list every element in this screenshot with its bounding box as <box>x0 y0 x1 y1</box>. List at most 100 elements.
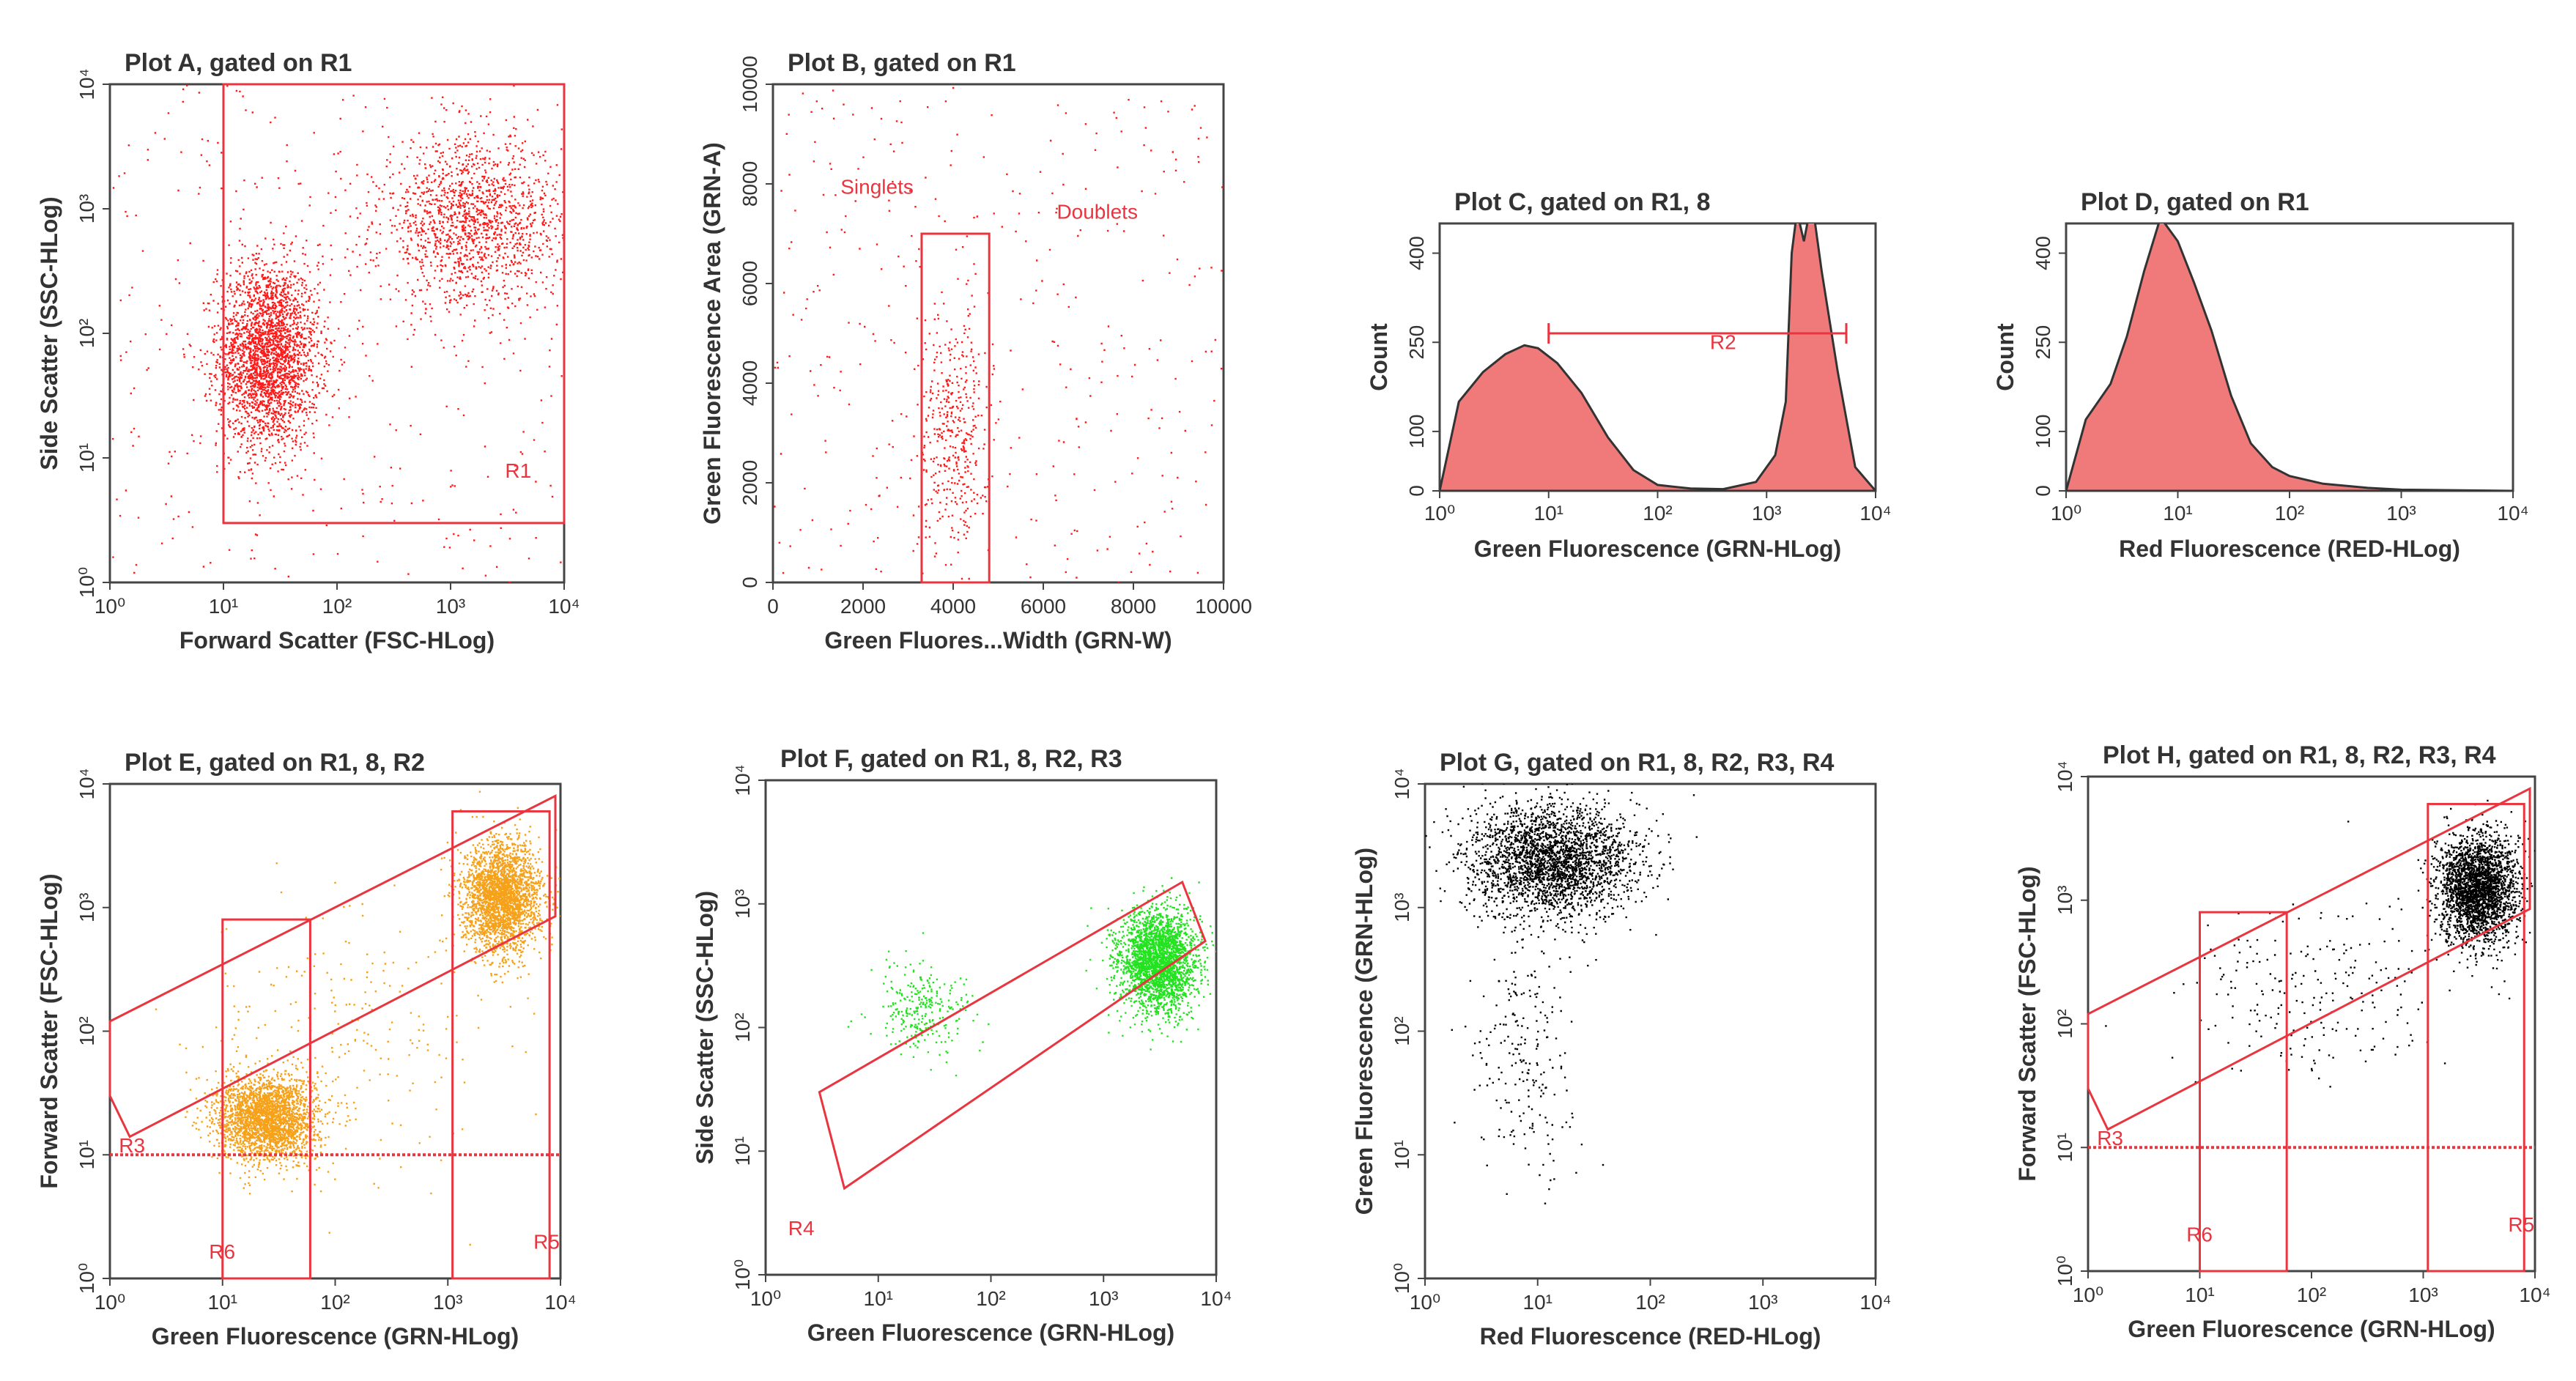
x-tick-label: 10³ <box>1748 1291 1777 1314</box>
x-tick-label: 0 <box>767 595 779 618</box>
gate-label: Singlets <box>840 176 914 199</box>
x-tick-label: 8000 <box>1111 595 1156 618</box>
x-axis-label: Green Fluorescence (GRN-HLog) <box>152 1323 519 1349</box>
plot-h: Plot H, gated on R1, 8, R2, R3, R4 Green … <box>2014 741 2551 1342</box>
gate-label: R6 <box>209 1240 235 1263</box>
y-tick-label: 10¹ <box>75 443 98 473</box>
data-layer <box>2066 223 2513 491</box>
x-tick-label: 10² <box>976 1287 1005 1310</box>
x-tick-label: 10⁴ <box>1200 1287 1232 1310</box>
data-points <box>155 791 560 1246</box>
x-tick-label: 10⁰ <box>2051 502 2081 525</box>
axis-ticks: 10⁰ 10¹ 10² 10³ 10⁴ 0 100 250 400 <box>1405 236 1892 525</box>
y-tick-label: 400 <box>2032 236 2054 270</box>
gate-label: R6 <box>2186 1223 2213 1246</box>
y-tick-label: 4000 <box>739 360 761 406</box>
x-tick-label: 10⁴ <box>1859 502 1891 525</box>
data-points <box>111 84 564 582</box>
gates <box>1547 323 1848 344</box>
y-tick-label: 10³ <box>731 889 754 919</box>
x-tick-label: 10¹ <box>209 595 238 618</box>
data-layer <box>155 791 560 1246</box>
y-axis-label: Count <box>1992 323 2018 391</box>
y-tick-label: 10⁰ <box>2054 1256 2076 1286</box>
gate-label: R5 <box>2508 1213 2534 1236</box>
y-axis-label: Forward Scatter (FSC-HLog) <box>2014 866 2040 1181</box>
gate-label: R3 <box>2097 1127 2123 1149</box>
x-tick-label: 10⁴ <box>548 595 580 618</box>
data-layer <box>774 86 1224 582</box>
y-tick-label: 0 <box>1405 485 1428 497</box>
y-tick-label: 10² <box>75 319 98 348</box>
axis-ticks: 10⁰ 10¹ 10² 10³ 10⁴ 0 100 250 400 <box>2032 236 2529 525</box>
x-tick-label: 10⁴ <box>544 1291 576 1314</box>
plot-frame <box>1424 782 1877 1280</box>
gate-label: Doublets <box>1056 201 1138 223</box>
x-tick-label: 10² <box>320 1291 349 1314</box>
y-tick-label: 10⁰ <box>75 567 98 598</box>
y-tick-label: 8000 <box>739 161 761 207</box>
plot-a: Plot A, gated on R1 Forward Scatter (FSC-… <box>36 49 580 654</box>
gate-label: R4 <box>788 1217 815 1240</box>
y-tick-label: 10² <box>1391 1016 1413 1045</box>
data-points <box>774 86 1224 582</box>
data-layer <box>1425 784 1698 1204</box>
y-tick-label: 6000 <box>739 261 761 306</box>
plot-title: Plot F, gated on R1, 8, R2, R3 <box>780 745 1122 773</box>
y-tick-label: 10² <box>731 1012 754 1042</box>
data-layer <box>111 84 564 582</box>
gate-r3 <box>108 793 557 1139</box>
plot-c: Plot C, gated on R1, 8 Green Fluorescence… <box>1366 188 1892 562</box>
x-tick-label: 10³ <box>433 1291 462 1314</box>
y-tick-label: 400 <box>1405 236 1428 270</box>
x-tick-label: 10⁴ <box>1859 1291 1891 1314</box>
x-axis-label: Green Fluorescence (GRN-HLog) <box>807 1319 1174 1346</box>
x-axis-label: Green Fluorescence (GRN-HLog) <box>2128 1316 2495 1342</box>
x-tick-label: 10³ <box>2408 1284 2438 1306</box>
plot-title: Plot C, gated on R1, 8 <box>1454 188 1710 216</box>
gate-label: R3 <box>119 1134 145 1157</box>
x-tick-label: 4000 <box>930 595 976 618</box>
data-layer <box>1440 223 1876 491</box>
x-tick-label: 10² <box>2297 1284 2326 1306</box>
y-tick-label: 10⁴ <box>2054 760 2076 792</box>
y-tick-label: 10⁴ <box>1391 768 1413 799</box>
y-axis-label: Forward Scatter (FSC-HLog) <box>36 873 62 1188</box>
x-tick-label: 10² <box>2275 502 2304 525</box>
x-tick-label: 10² <box>1643 502 1672 525</box>
x-tick-label: 10¹ <box>1534 502 1563 525</box>
plot-title: Plot G, gated on R1, 8, R2, R3, R4 <box>1440 749 1835 777</box>
plot-title: Plot B, gated on R1 <box>788 49 1016 77</box>
y-tick-label: 10¹ <box>731 1136 754 1166</box>
y-tick-label: 250 <box>1405 325 1428 360</box>
data-points <box>1425 784 1698 1204</box>
x-tick-label: 10⁰ <box>1410 1291 1440 1314</box>
x-tick-label: 10³ <box>1089 1287 1118 1310</box>
x-tick-label: 10³ <box>1752 502 1781 525</box>
x-axis-label: Forward Scatter (FSC-HLog) <box>179 627 495 654</box>
plot-frame <box>764 779 1218 1276</box>
plot-b: Plot B, gated on R1 Green Fluores...Width… <box>699 49 1252 654</box>
plot-title: Plot E, gated on R1, 8, R2 <box>125 749 425 777</box>
y-tick-label: 10³ <box>75 194 98 223</box>
gate-r5 <box>451 810 551 1280</box>
y-tick-label: 10¹ <box>2054 1133 2076 1162</box>
y-axis-label: Count <box>1366 323 1392 391</box>
y-tick-label: 100 <box>1405 415 1428 449</box>
x-tick-label: 2000 <box>840 595 886 618</box>
y-tick-label: 10³ <box>1391 893 1413 922</box>
y-tick-label: 10⁴ <box>731 764 754 796</box>
data-layer <box>847 877 1216 1077</box>
histogram-area <box>1440 223 1876 491</box>
plot-frame <box>771 83 1225 584</box>
data-points <box>2105 799 2535 1088</box>
y-tick-label: 0 <box>739 577 761 588</box>
histogram-area <box>2066 223 2513 491</box>
gates <box>222 83 566 525</box>
x-tick-label: 10⁴ <box>2519 1284 2550 1306</box>
y-tick-label: 2000 <box>739 460 761 506</box>
gate-singlets <box>920 232 991 584</box>
gate-r4 <box>818 880 1207 1191</box>
